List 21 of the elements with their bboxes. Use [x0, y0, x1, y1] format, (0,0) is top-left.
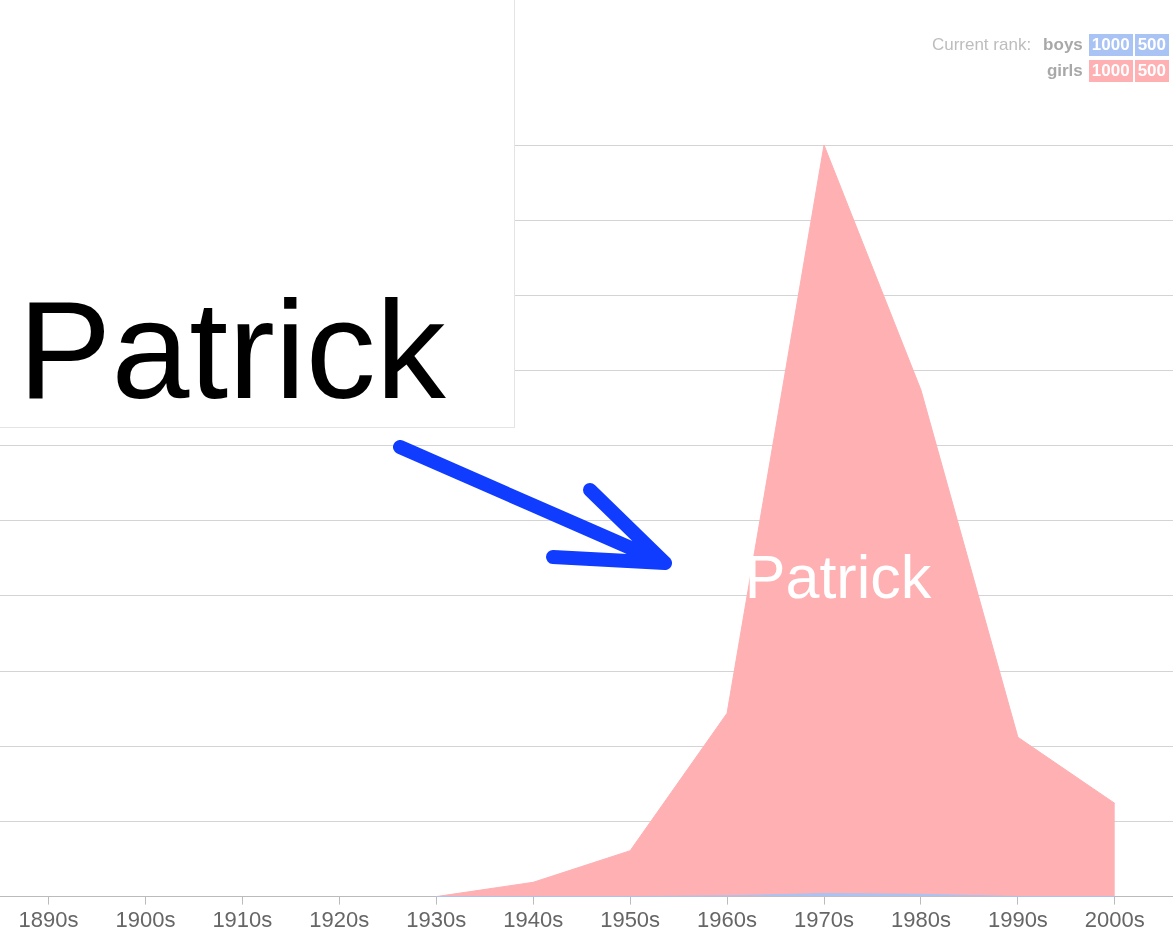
x-tick-label: 1910s: [212, 906, 273, 932]
text: Patrick: [18, 271, 446, 428]
x-tick-label: 2000s: [1084, 906, 1145, 932]
x-tick-label: 1900s: [115, 906, 176, 932]
x-tick-label: 1960s: [697, 906, 758, 932]
x-tick-label: 1930s: [406, 906, 467, 932]
x-tick-label: 1890s: [18, 906, 79, 932]
legend-title: Current rank:: [931, 34, 1033, 56]
x-tick-label: 1970s: [794, 906, 854, 932]
text: 1000: [1088, 60, 1133, 82]
x-tick-label: 1980s: [890, 906, 951, 932]
x-tick-label: 1940s: [503, 906, 564, 932]
text: 500: [1134, 60, 1169, 82]
text: 1000: [1088, 34, 1133, 56]
x-tick-label: 1920s: [309, 906, 370, 932]
legend-label: girls: [1045, 60, 1084, 82]
x-tick-label: 1990s: [987, 906, 1048, 932]
legend-label: boys: [1043, 34, 1084, 56]
annotation: Patrick: [744, 542, 932, 611]
text: 500: [1134, 34, 1169, 56]
x-tick-label: 1950s: [600, 906, 661, 932]
